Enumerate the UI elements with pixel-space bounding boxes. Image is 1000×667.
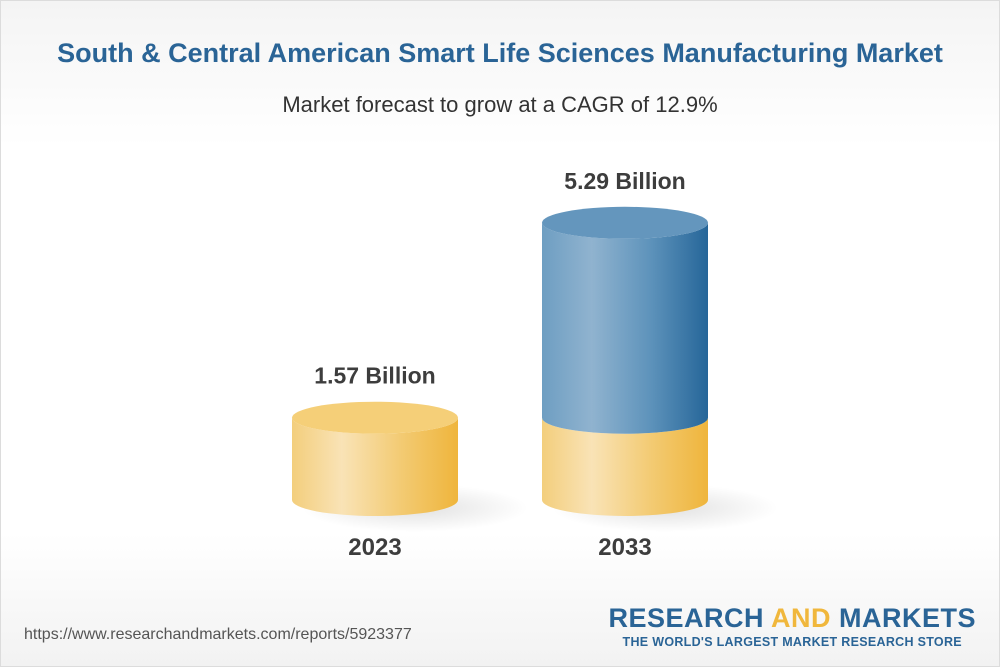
chart-title: South & Central American Smart Life Scie…: [57, 38, 943, 68]
value-label-2023: 1.57 Billion: [314, 363, 435, 389]
bar-2023-body: [292, 417, 458, 516]
year-label-2033: 2033: [598, 534, 651, 561]
value-label-2033: 5.29 Billion: [564, 168, 685, 194]
chart-subtitle: Market forecast to grow at a CAGR of 12.…: [282, 92, 718, 117]
bar-growth-2033-top: [542, 206, 708, 239]
logo: RESEARCH AND MARKETS THE WORLD'S LARGEST…: [608, 603, 976, 649]
year-label-2023: 2023: [348, 534, 401, 561]
source-url[interactable]: https://www.researchandmarkets.com/repor…: [24, 626, 412, 643]
bar-base-2033-body: [542, 417, 708, 516]
bar-growth-2033-body: [542, 222, 708, 434]
bar-2023-top: [292, 401, 458, 434]
